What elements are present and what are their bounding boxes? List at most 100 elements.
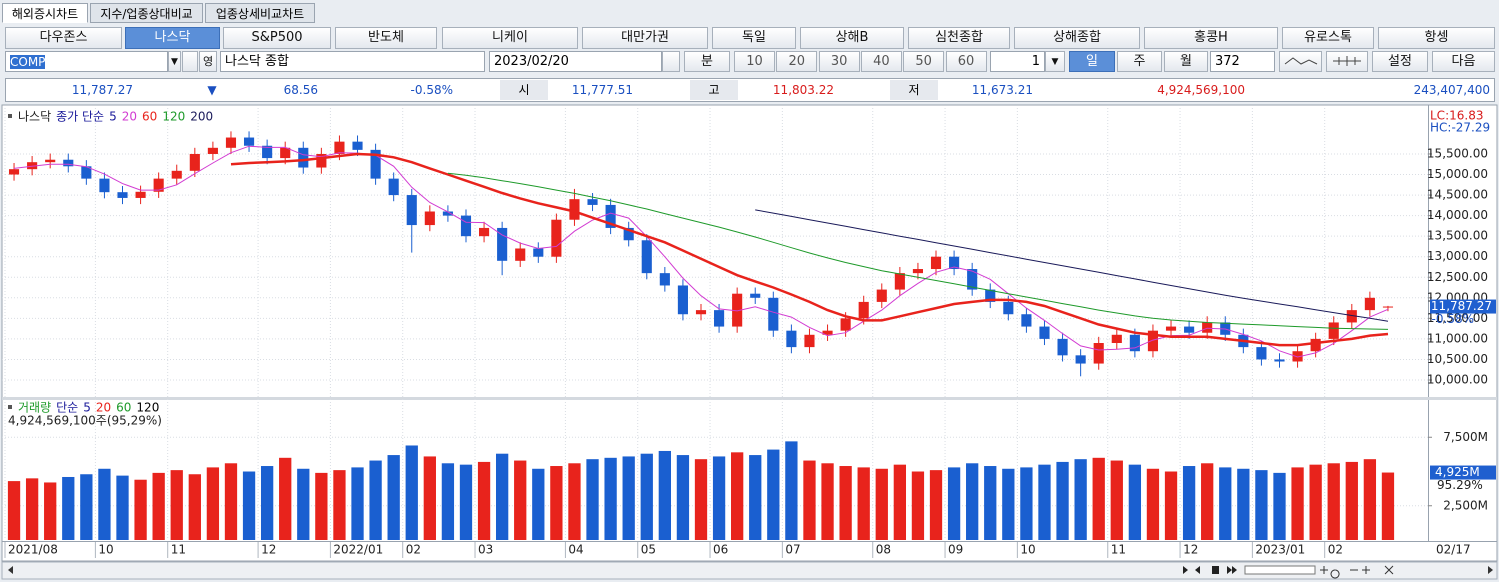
legend-icon [8, 114, 12, 118]
volume-bar [749, 455, 762, 540]
candle-body [189, 153, 200, 171]
candle-body [985, 289, 996, 302]
week-button[interactable]: 주 [1117, 51, 1162, 72]
volume-summary: 4,924,569,100주(95,29%) [8, 414, 162, 428]
volume-bar [676, 455, 690, 540]
candle-body [171, 170, 182, 179]
moving-average-line [755, 209, 1389, 322]
volume: 4,924,569,100 [1157, 83, 1245, 97]
tab[interactable]: 해외증시차트 [2, 3, 88, 23]
market-button[interactable]: 반도체 [335, 27, 437, 49]
volume-bar [1327, 463, 1340, 540]
volume-bar [495, 453, 509, 540]
minute-button[interactable]: 분 [684, 51, 730, 72]
volume-bar [1074, 459, 1087, 540]
candle-body [497, 227, 508, 261]
market-button[interactable]: 니케이 [442, 27, 578, 49]
candle-body [768, 297, 779, 331]
candle-body [858, 301, 869, 319]
period-button[interactable]: 50 [903, 51, 945, 72]
period-button[interactable]: 10 [734, 51, 775, 72]
legend-item: 종가 단순 [56, 110, 104, 124]
market-button[interactable]: 독일 [712, 27, 796, 49]
scroll-right[interactable] [1488, 566, 1493, 574]
zoom-slider[interactable] [1244, 565, 1316, 575]
candle-body [1202, 322, 1213, 333]
icon [1333, 56, 1361, 66]
x-tick-label: 11 [1111, 543, 1126, 557]
amount: 243,407,400 [1413, 83, 1490, 97]
candle-body [587, 199, 598, 205]
market-button[interactable]: 심천종합 [908, 27, 1010, 49]
market-button[interactable]: 나스닥 [125, 27, 220, 49]
market-button[interactable]: 유로스톡 [1282, 27, 1374, 49]
market-button[interactable]: 대만가권 [582, 27, 708, 49]
market-button[interactable]: 상해종합 [1014, 27, 1140, 49]
last-price-tag [1430, 299, 1496, 314]
volume-bar [134, 479, 147, 540]
count-field[interactable]: 1 [990, 51, 1045, 72]
market-button[interactable]: S&P500 [223, 27, 331, 49]
low-label: 저 [890, 80, 938, 100]
month-button[interactable]: 월 [1164, 51, 1208, 72]
count-dropdown[interactable]: ▼ [1045, 51, 1065, 72]
volume-bar [7, 481, 21, 540]
last-volume-pct: 95.29% [1437, 478, 1483, 492]
legend-item: 단순 [56, 401, 78, 415]
volume-bar [604, 457, 617, 540]
volume-bar [532, 468, 545, 540]
candle-body [1346, 310, 1357, 323]
candle-body [81, 166, 92, 179]
scrollbar[interactable] [1, 561, 1498, 580]
period-button[interactable]: 60 [945, 51, 987, 72]
volume-bar [731, 452, 744, 540]
calendar-button[interactable] [662, 51, 680, 72]
volume-bar [387, 455, 400, 540]
period-button[interactable]: 40 [860, 51, 902, 72]
tab[interactable]: 지수/업종상대비교 [90, 3, 203, 23]
market-button[interactable]: 다우존스 [5, 27, 122, 49]
lang-button[interactable]: 영 [199, 51, 217, 72]
volume-bar [423, 456, 436, 540]
x-tick-label: 07 [785, 543, 800, 557]
volume-bar [1363, 459, 1377, 540]
market-button[interactable]: 홍콩H [1144, 27, 1278, 49]
chart-style-button[interactable] [1279, 51, 1322, 72]
volume-bar [1345, 461, 1358, 540]
next-button[interactable]: 다음 [1432, 51, 1495, 72]
scroll-left[interactable] [8, 566, 13, 574]
x-tick-label: 10 [1020, 543, 1035, 557]
volume-bar [62, 476, 75, 540]
candle-body [280, 147, 291, 159]
candle-body [677, 285, 688, 315]
market-button[interactable]: 상해B [800, 27, 904, 49]
period-button[interactable]: 20 [776, 51, 818, 72]
open-label: 시 [500, 80, 548, 100]
candle-body [930, 256, 942, 270]
market-button[interactable]: 항셍 [1378, 27, 1495, 49]
candle-body [135, 191, 146, 198]
candle-body [63, 159, 74, 167]
date-field[interactable]: 2023/02/20 [489, 51, 662, 72]
code-dropdown[interactable]: ▼ [168, 51, 181, 72]
code-input[interactable]: COMP [5, 51, 168, 72]
tab[interactable]: 업종상세비교차트 [205, 3, 315, 23]
volume-bar [1237, 468, 1250, 540]
x-tick-label: 02 [406, 543, 421, 557]
bars-field[interactable]: 372 [1210, 51, 1275, 72]
volume-bar [622, 456, 635, 540]
day-button[interactable]: 일 [1069, 51, 1115, 72]
x-end-label: 02/17 [1436, 543, 1471, 557]
chart-type-button[interactable] [1326, 51, 1368, 72]
legend-item: 200 [190, 110, 213, 124]
period-button[interactable]: 30 [818, 51, 860, 72]
candle-body [1039, 326, 1050, 339]
settings-button[interactable]: 설정 [1372, 51, 1428, 72]
volume-bar [694, 459, 708, 540]
zoom-buttons[interactable] [1320, 565, 1394, 579]
open: 11,777.51 [571, 83, 633, 97]
candle-body [515, 248, 526, 261]
candle-body [840, 318, 851, 331]
search-button[interactable] [182, 51, 198, 72]
